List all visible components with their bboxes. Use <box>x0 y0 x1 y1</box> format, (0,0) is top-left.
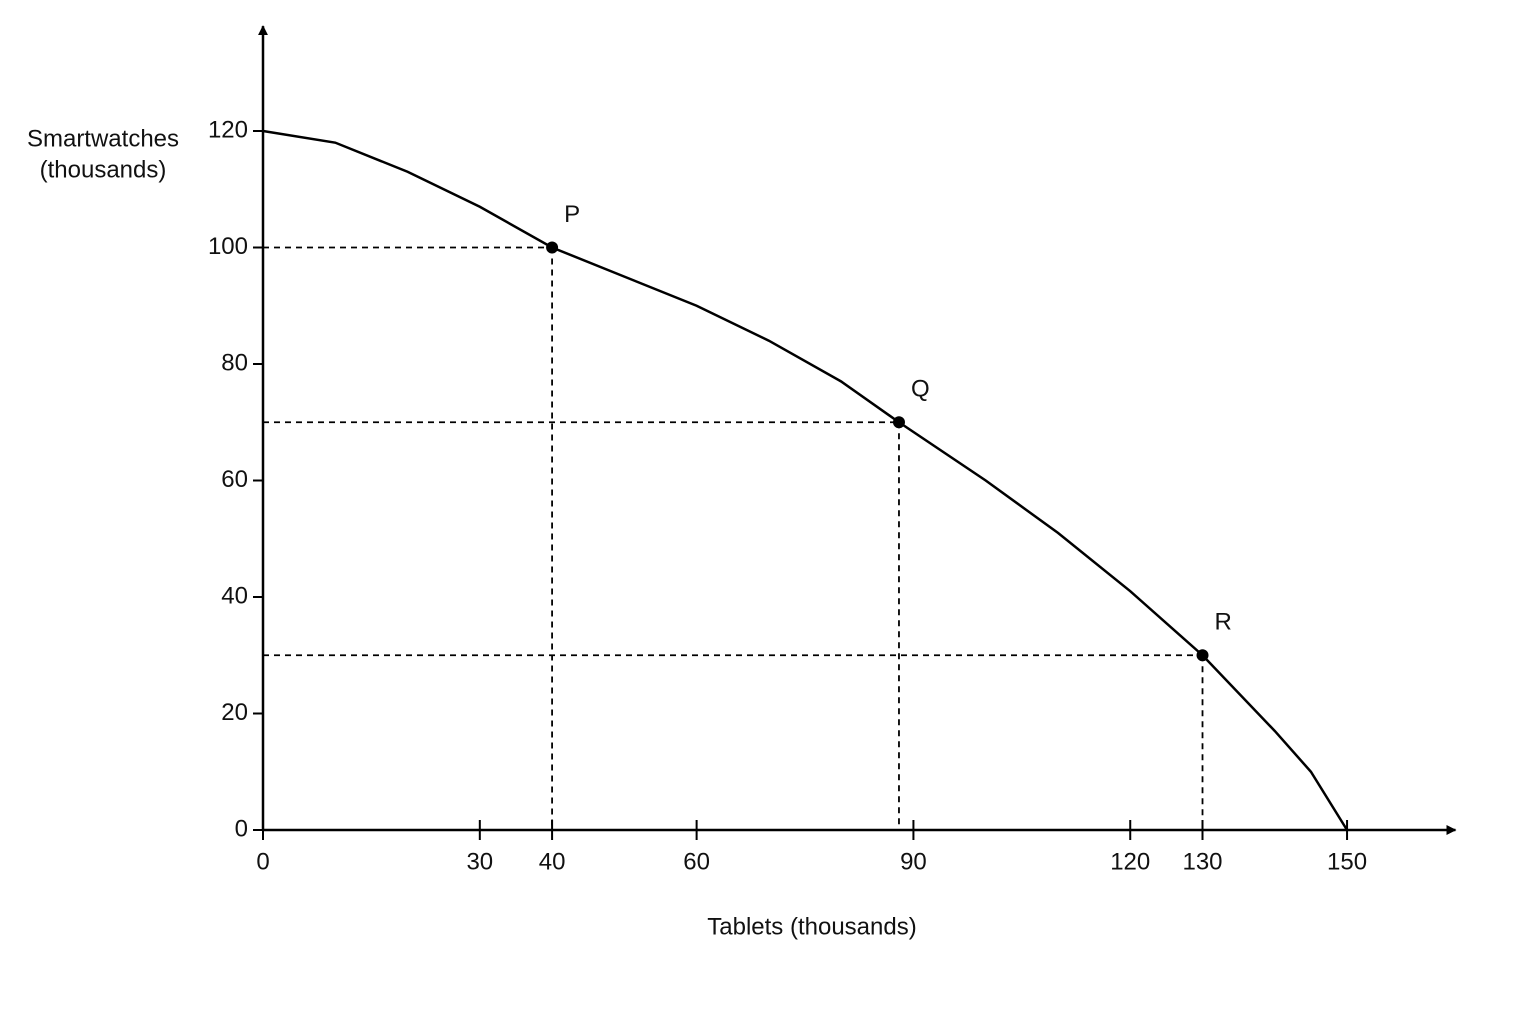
point <box>892 416 905 429</box>
y-tick-label: 40 <box>221 582 248 609</box>
x-tick-label: 30 <box>466 848 493 875</box>
point <box>1196 649 1209 662</box>
y-axis-label: Smartwatches <box>27 125 179 152</box>
point-label: P <box>564 201 580 228</box>
point-label: Q <box>911 376 930 403</box>
y-tick-label: 0 <box>235 815 248 842</box>
x-axis-label: Tablets (thousands) <box>707 913 916 940</box>
point-label: R <box>1215 609 1232 636</box>
y-tick-label: 80 <box>221 349 248 376</box>
x-tick-label: 130 <box>1182 848 1222 875</box>
point <box>546 241 559 254</box>
y-tick-label: 120 <box>208 116 248 143</box>
x-tick-label: 40 <box>539 848 566 875</box>
x-tick-label: 90 <box>900 848 927 875</box>
y-axis-label: (thousands) <box>40 156 167 183</box>
x-tick-label: 120 <box>1110 848 1150 875</box>
curve <box>262 129 1349 831</box>
y-tick-label: 60 <box>221 466 248 493</box>
x-tick-label: 0 <box>256 848 269 875</box>
y-tick-label: 20 <box>221 699 248 726</box>
x-tick-label: 150 <box>1327 848 1367 875</box>
x-tick-label: 60 <box>683 848 710 875</box>
y-tick-label: 100 <box>208 233 248 260</box>
